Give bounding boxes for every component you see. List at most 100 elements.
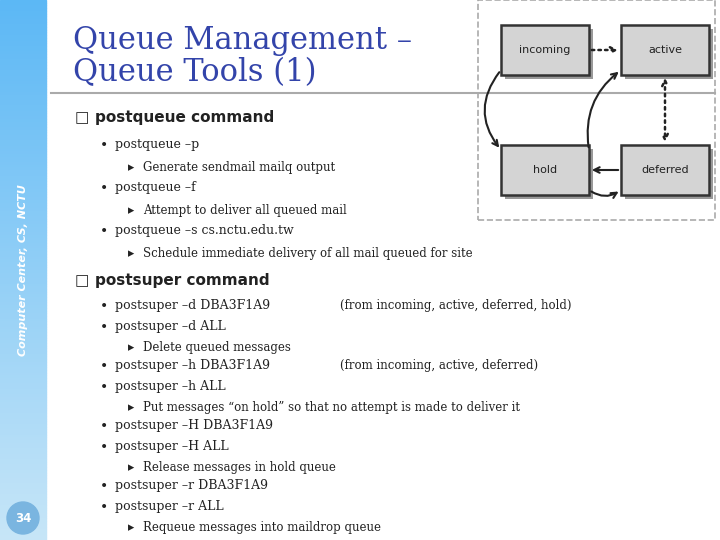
Bar <box>0 127 46 130</box>
Circle shape <box>7 502 39 534</box>
FancyBboxPatch shape <box>621 25 709 75</box>
Bar <box>0 259 46 262</box>
Bar <box>0 97 46 100</box>
FancyBboxPatch shape <box>505 149 593 199</box>
Bar <box>0 370 46 373</box>
Text: deferred: deferred <box>642 165 689 175</box>
Bar <box>0 14 46 16</box>
Text: •: • <box>100 299 108 313</box>
Bar <box>0 489 46 491</box>
Text: hold: hold <box>533 165 557 175</box>
Bar <box>0 281 46 284</box>
Bar <box>0 429 46 432</box>
Bar <box>0 135 46 138</box>
Bar <box>0 84 46 86</box>
Bar <box>0 238 46 240</box>
Bar <box>0 446 46 448</box>
Bar <box>0 373 46 375</box>
Text: •: • <box>100 138 108 152</box>
Text: •: • <box>100 479 108 493</box>
Bar <box>0 178 46 181</box>
Bar <box>0 211 46 213</box>
Text: ▸: ▸ <box>128 204 134 217</box>
Bar <box>0 359 46 362</box>
Bar <box>0 103 46 105</box>
Text: postsuper command: postsuper command <box>95 273 269 288</box>
Text: ▸: ▸ <box>128 521 134 534</box>
Bar <box>0 22 46 24</box>
Bar <box>0 184 46 186</box>
Bar <box>0 338 46 340</box>
Bar <box>0 5 46 8</box>
Text: •: • <box>100 500 108 514</box>
Text: Put messages “on hold” so that no attempt is made to deliver it: Put messages “on hold” so that no attemp… <box>143 401 520 414</box>
Bar <box>0 335 46 338</box>
Bar <box>0 494 46 497</box>
Bar <box>0 513 46 516</box>
Text: □: □ <box>75 110 89 125</box>
Text: postsuper –h DBA3F1A9: postsuper –h DBA3F1A9 <box>115 359 270 372</box>
Bar <box>0 505 46 508</box>
Bar <box>0 351 46 354</box>
Bar <box>0 340 46 343</box>
Bar <box>0 440 46 443</box>
Bar <box>0 256 46 259</box>
Bar <box>0 421 46 424</box>
Bar <box>0 483 46 486</box>
Bar <box>0 427 46 429</box>
Bar <box>0 321 46 324</box>
Bar <box>0 518 46 521</box>
Bar <box>0 467 46 470</box>
Bar <box>0 529 46 532</box>
Bar <box>0 262 46 265</box>
Bar <box>0 124 46 127</box>
Bar <box>0 284 46 286</box>
Bar <box>0 292 46 294</box>
Bar <box>0 146 46 148</box>
Text: ▸: ▸ <box>128 247 134 260</box>
Bar <box>0 251 46 254</box>
Bar <box>0 202 46 205</box>
Bar <box>0 165 46 167</box>
Bar <box>0 243 46 246</box>
Bar <box>0 162 46 165</box>
Bar <box>0 176 46 178</box>
Bar <box>0 230 46 232</box>
Text: •: • <box>100 224 108 238</box>
Bar <box>0 219 46 221</box>
Text: ▸: ▸ <box>128 401 134 414</box>
Bar <box>0 240 46 243</box>
Bar <box>0 232 46 235</box>
Bar <box>0 451 46 454</box>
Bar <box>0 383 46 386</box>
Bar <box>0 535 46 537</box>
Bar <box>0 200 46 202</box>
Bar <box>0 456 46 459</box>
Bar <box>0 224 46 227</box>
Bar <box>0 329 46 332</box>
Text: •: • <box>100 181 108 195</box>
Bar <box>0 521 46 524</box>
Bar <box>0 40 46 43</box>
Text: Schedule immediate delivery of all mail queued for site: Schedule immediate delivery of all mail … <box>143 247 472 260</box>
Bar <box>0 346 46 348</box>
Bar <box>0 30 46 32</box>
Bar <box>0 475 46 478</box>
FancyBboxPatch shape <box>625 29 713 79</box>
Bar <box>0 294 46 297</box>
Bar <box>0 289 46 292</box>
Bar <box>0 59 46 62</box>
Text: postqueue command: postqueue command <box>95 110 274 125</box>
Bar <box>0 62 46 65</box>
Bar <box>0 35 46 38</box>
Text: Delete queued messages: Delete queued messages <box>143 341 291 354</box>
FancyBboxPatch shape <box>501 145 589 195</box>
Bar <box>0 408 46 410</box>
Bar <box>0 472 46 475</box>
Bar <box>0 362 46 364</box>
Bar <box>0 481 46 483</box>
Bar <box>0 502 46 505</box>
Bar <box>0 267 46 270</box>
Bar <box>0 192 46 194</box>
Bar <box>0 89 46 92</box>
